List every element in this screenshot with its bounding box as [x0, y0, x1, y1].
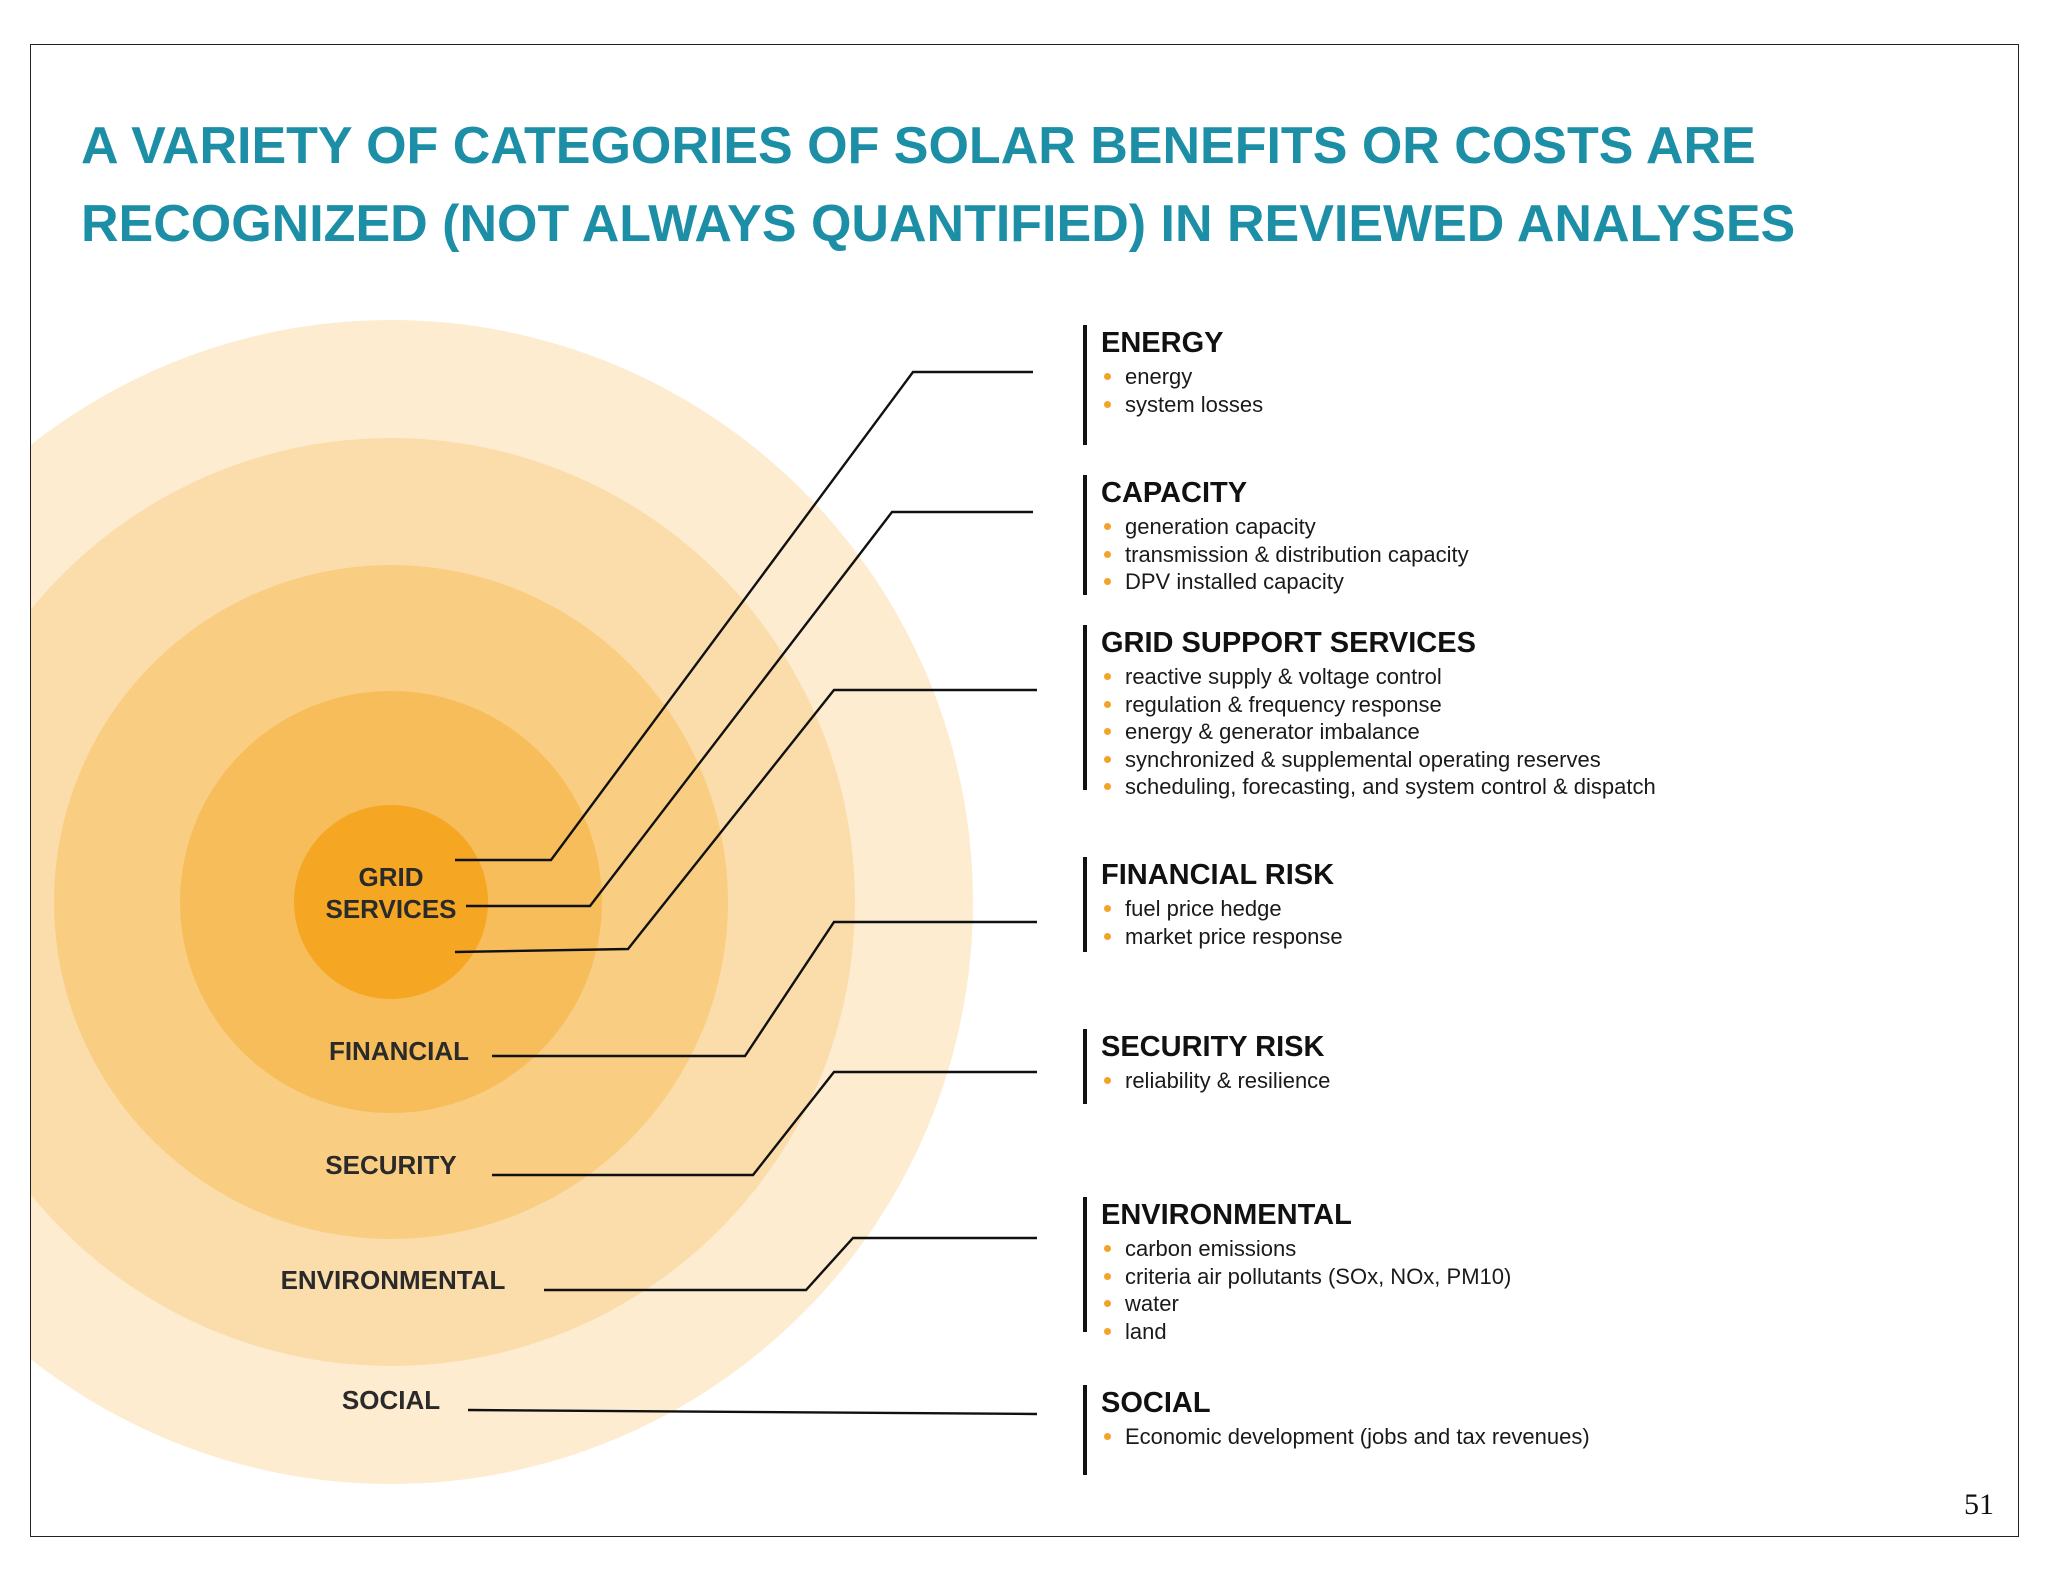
category-heading: SECURITY RISK [1101, 1031, 1325, 1063]
list-item: transmission & distribution capacity [1101, 541, 1469, 569]
list-item: regulation & frequency response [1101, 691, 1656, 719]
connector-social [467, 1408, 1038, 1416]
category-grid-support-services: GRID SUPPORT SERVICES reactive supply & … [1083, 625, 1656, 799]
list-item: synchronized & supplemental operating re… [1101, 746, 1656, 774]
ring-label-security: SECURITY [325, 1150, 456, 1180]
category-items: reliability & resilience [1101, 1067, 1330, 1095]
category-environmental: ENVIRONMENTAL carbon emissions criteria … [1083, 1197, 1511, 1344]
connector-environmental [544, 1236, 1037, 1292]
category-bar [1083, 475, 1087, 595]
category-heading: FINANCIAL RISK [1101, 859, 1335, 891]
list-item: system losses [1101, 391, 1263, 419]
ring-grid-services [294, 805, 488, 999]
list-item: reliability & resilience [1101, 1067, 1330, 1095]
category-bar [1083, 857, 1087, 952]
category-items: energy system losses [1101, 363, 1263, 418]
category-items: carbon emissions criteria air pollutants… [1101, 1235, 1511, 1345]
connector-financial-risk [492, 920, 1037, 1058]
page-title: A VARIETY OF CATEGORIES OF SOLAR BENEFIT… [81, 107, 1981, 263]
list-item: generation capacity [1101, 513, 1469, 541]
category-bar [1083, 1029, 1087, 1104]
title-line-2: RECOGNIZED (NOT ALWAYS QUANTIFIED) IN RE… [81, 195, 1796, 253]
page-number: 51 [1964, 1488, 1994, 1521]
category-energy: ENERGY energy system losses [1083, 325, 1263, 445]
category-bar [1083, 625, 1087, 790]
ring-label-environmental: ENVIRONMENTAL [281, 1265, 506, 1295]
list-item: criteria air pollutants (SOx, NOx, PM10) [1101, 1263, 1511, 1291]
connector-grid-support [454, 688, 1037, 954]
category-bar [1083, 1197, 1087, 1332]
category-bar [1083, 1385, 1087, 1475]
category-security-risk: SECURITY RISK reliability & resilience [1083, 1029, 1330, 1104]
category-social: SOCIAL Economic development (jobs and ta… [1083, 1385, 1590, 1475]
list-item: energy [1101, 363, 1263, 391]
category-items: Economic development (jobs and tax reven… [1101, 1423, 1590, 1451]
category-capacity: CAPACITY generation capacity transmissio… [1083, 475, 1469, 595]
list-item: DPV installed capacity [1101, 568, 1469, 596]
concentric-rings-diagram: GRID SERVICES FINANCIAL SECURITY ENVIRON… [31, 320, 1038, 1484]
category-heading: GRID SUPPORT SERVICES [1101, 627, 1476, 659]
list-item: scheduling, forecasting, and system cont… [1101, 773, 1656, 801]
title-line-1: A VARIETY OF CATEGORIES OF SOLAR BENEFIT… [81, 117, 1756, 175]
category-heading: CAPACITY [1101, 477, 1248, 509]
category-items: fuel price hedge market price response [1101, 895, 1343, 950]
category-heading: ENVIRONMENTAL [1101, 1199, 1352, 1231]
category-heading: SOCIAL [1101, 1387, 1211, 1419]
list-item: energy & generator imbalance [1101, 718, 1656, 746]
list-item: reactive supply & voltage control [1101, 663, 1656, 691]
list-item: fuel price hedge [1101, 895, 1343, 923]
list-item: market price response [1101, 923, 1343, 951]
ring-label-financial: FINANCIAL [329, 1036, 469, 1066]
list-item: land [1101, 1318, 1511, 1346]
category-heading: ENERGY [1101, 327, 1224, 359]
ring-label-grid: GRID [359, 862, 424, 892]
category-bar [1083, 325, 1087, 445]
ring-label-social: SOCIAL [342, 1385, 440, 1415]
category-items: generation capacity transmission & distr… [1101, 513, 1469, 596]
connector-security-risk [492, 1070, 1037, 1177]
connector-energy [455, 370, 1033, 862]
ring-label-services: SERVICES [325, 894, 456, 924]
category-items: reactive supply & voltage control regula… [1101, 663, 1656, 801]
slide: A VARIETY OF CATEGORIES OF SOLAR BENEFIT… [30, 44, 2019, 1537]
connector-capacity [466, 510, 1033, 908]
list-item: water [1101, 1290, 1511, 1318]
category-financial-risk: FINANCIAL RISK fuel price hedge market p… [1083, 857, 1343, 952]
list-item: Economic development (jobs and tax reven… [1101, 1423, 1590, 1451]
list-item: carbon emissions [1101, 1235, 1511, 1263]
